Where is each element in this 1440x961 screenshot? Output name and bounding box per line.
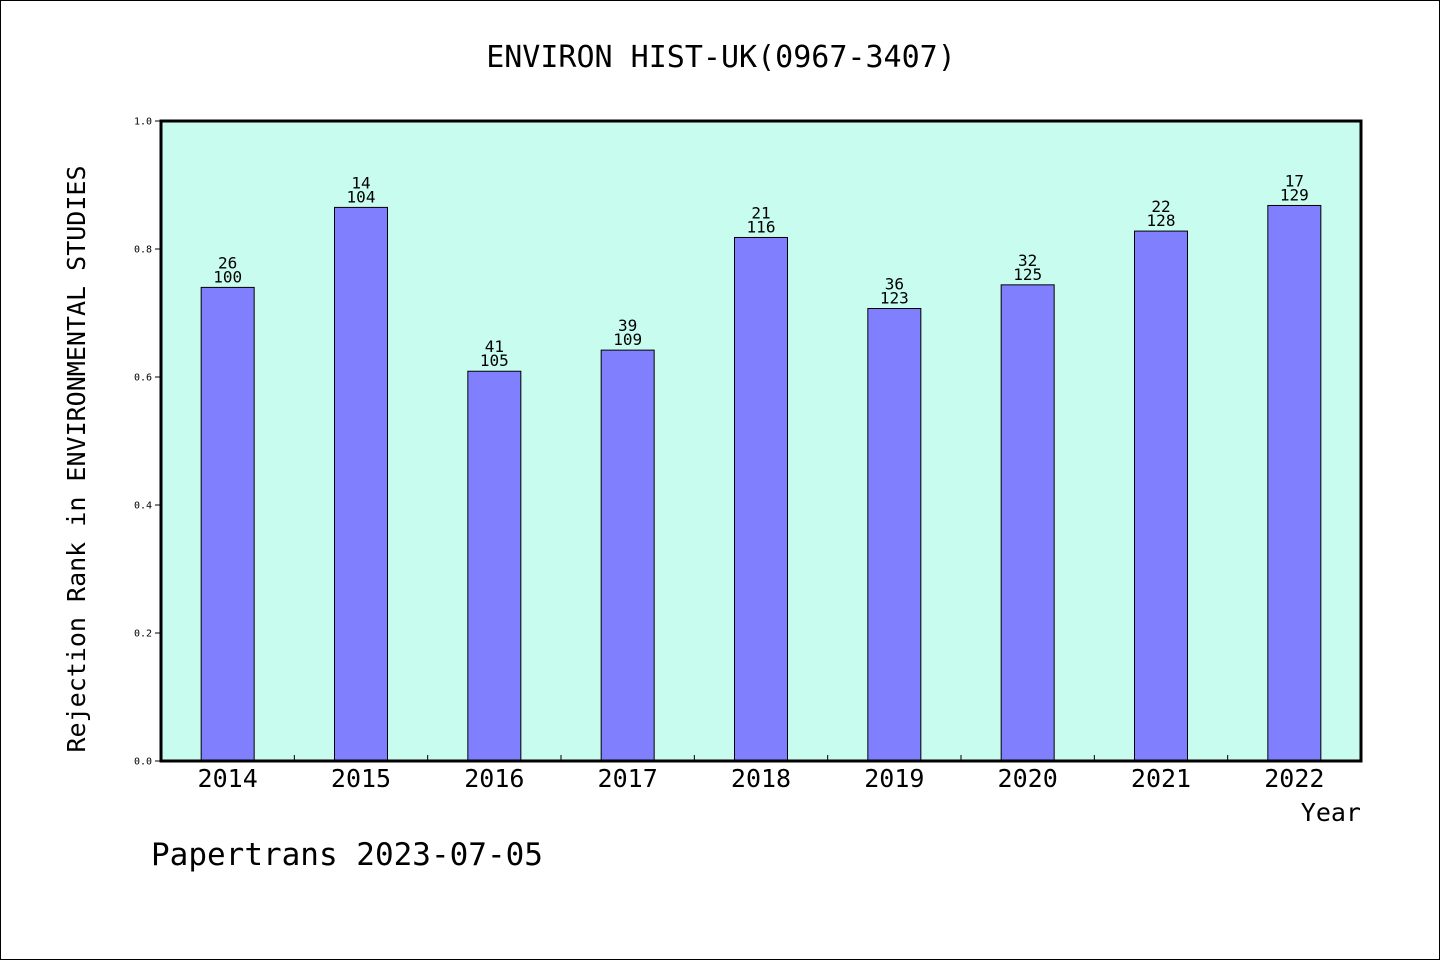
x-tick-label: 2016: [464, 764, 524, 793]
bar-label-top: 26: [218, 253, 237, 272]
bar-label-bottom: 104: [347, 187, 376, 206]
bar-label-bottom: 125: [1013, 265, 1042, 284]
x-tick-label: 2019: [864, 764, 924, 793]
bar-label-top: 39: [618, 316, 637, 335]
x-axis-label: Year: [1301, 798, 1361, 827]
bar: [1134, 230, 1188, 762]
bar-label-top: 21: [751, 203, 770, 222]
bar-label-top: 17: [1285, 171, 1304, 190]
bar-label-top: 22: [1151, 197, 1170, 216]
x-tick-label: 2014: [198, 764, 258, 793]
bar: [1267, 204, 1322, 762]
bar: [734, 236, 788, 762]
x-tick-label: 2015: [331, 764, 391, 793]
bar-label-bottom: 129: [1280, 185, 1309, 204]
bar: [334, 206, 388, 762]
x-tick-label: 2017: [598, 764, 658, 793]
chart-title: ENVIRON HIST-UK(0967-3407): [486, 40, 956, 75]
bar-label-top: 36: [885, 275, 904, 294]
bar-label-bottom: 105: [480, 351, 509, 370]
bar-label-top: 41: [485, 337, 504, 356]
x-tick-label: 2021: [1131, 764, 1191, 793]
bar: [600, 349, 655, 762]
plot-border: [159, 119, 1363, 763]
y-tick-label: 0.4: [134, 501, 152, 512]
bar: [867, 308, 922, 762]
y-tick-label: 0.0: [134, 757, 152, 768]
bar-label-bottom: 128: [1147, 211, 1176, 230]
x-axis: 2014 2015 2016 2017 2018 2019 2020 2021 2022: [198, 755, 1324, 793]
y-tick-label: 0.8: [134, 245, 152, 256]
x-tick-label: 2020: [998, 764, 1058, 793]
x-tick-label: 2022: [1264, 764, 1324, 793]
bar-label-top: 14: [351, 173, 370, 192]
bar-label-bottom: 100: [213, 267, 242, 286]
bar: [467, 370, 522, 762]
y-tick-label: 0.6: [134, 373, 152, 384]
bar: [200, 286, 255, 762]
y-axis-label: Rejection Rank in ENVIRONMENTAL STUDIES: [62, 166, 91, 753]
bar: [1000, 284, 1055, 762]
y-tick-label: 1.0: [134, 117, 152, 128]
footer-credit: Papertrans 2023-07-05: [151, 837, 543, 873]
bar-label-bottom: 116: [747, 217, 776, 236]
bar-label-bottom: 123: [880, 289, 909, 308]
bar-label-top: 32: [1018, 251, 1037, 270]
y-tick-label: 0.2: [134, 629, 152, 640]
y-axis: 0.0 0.2 0.4 0.6 0.8 1.0: [134, 117, 161, 768]
x-tick-label: 2018: [731, 764, 791, 793]
bar-label-bottom: 109: [613, 330, 642, 349]
